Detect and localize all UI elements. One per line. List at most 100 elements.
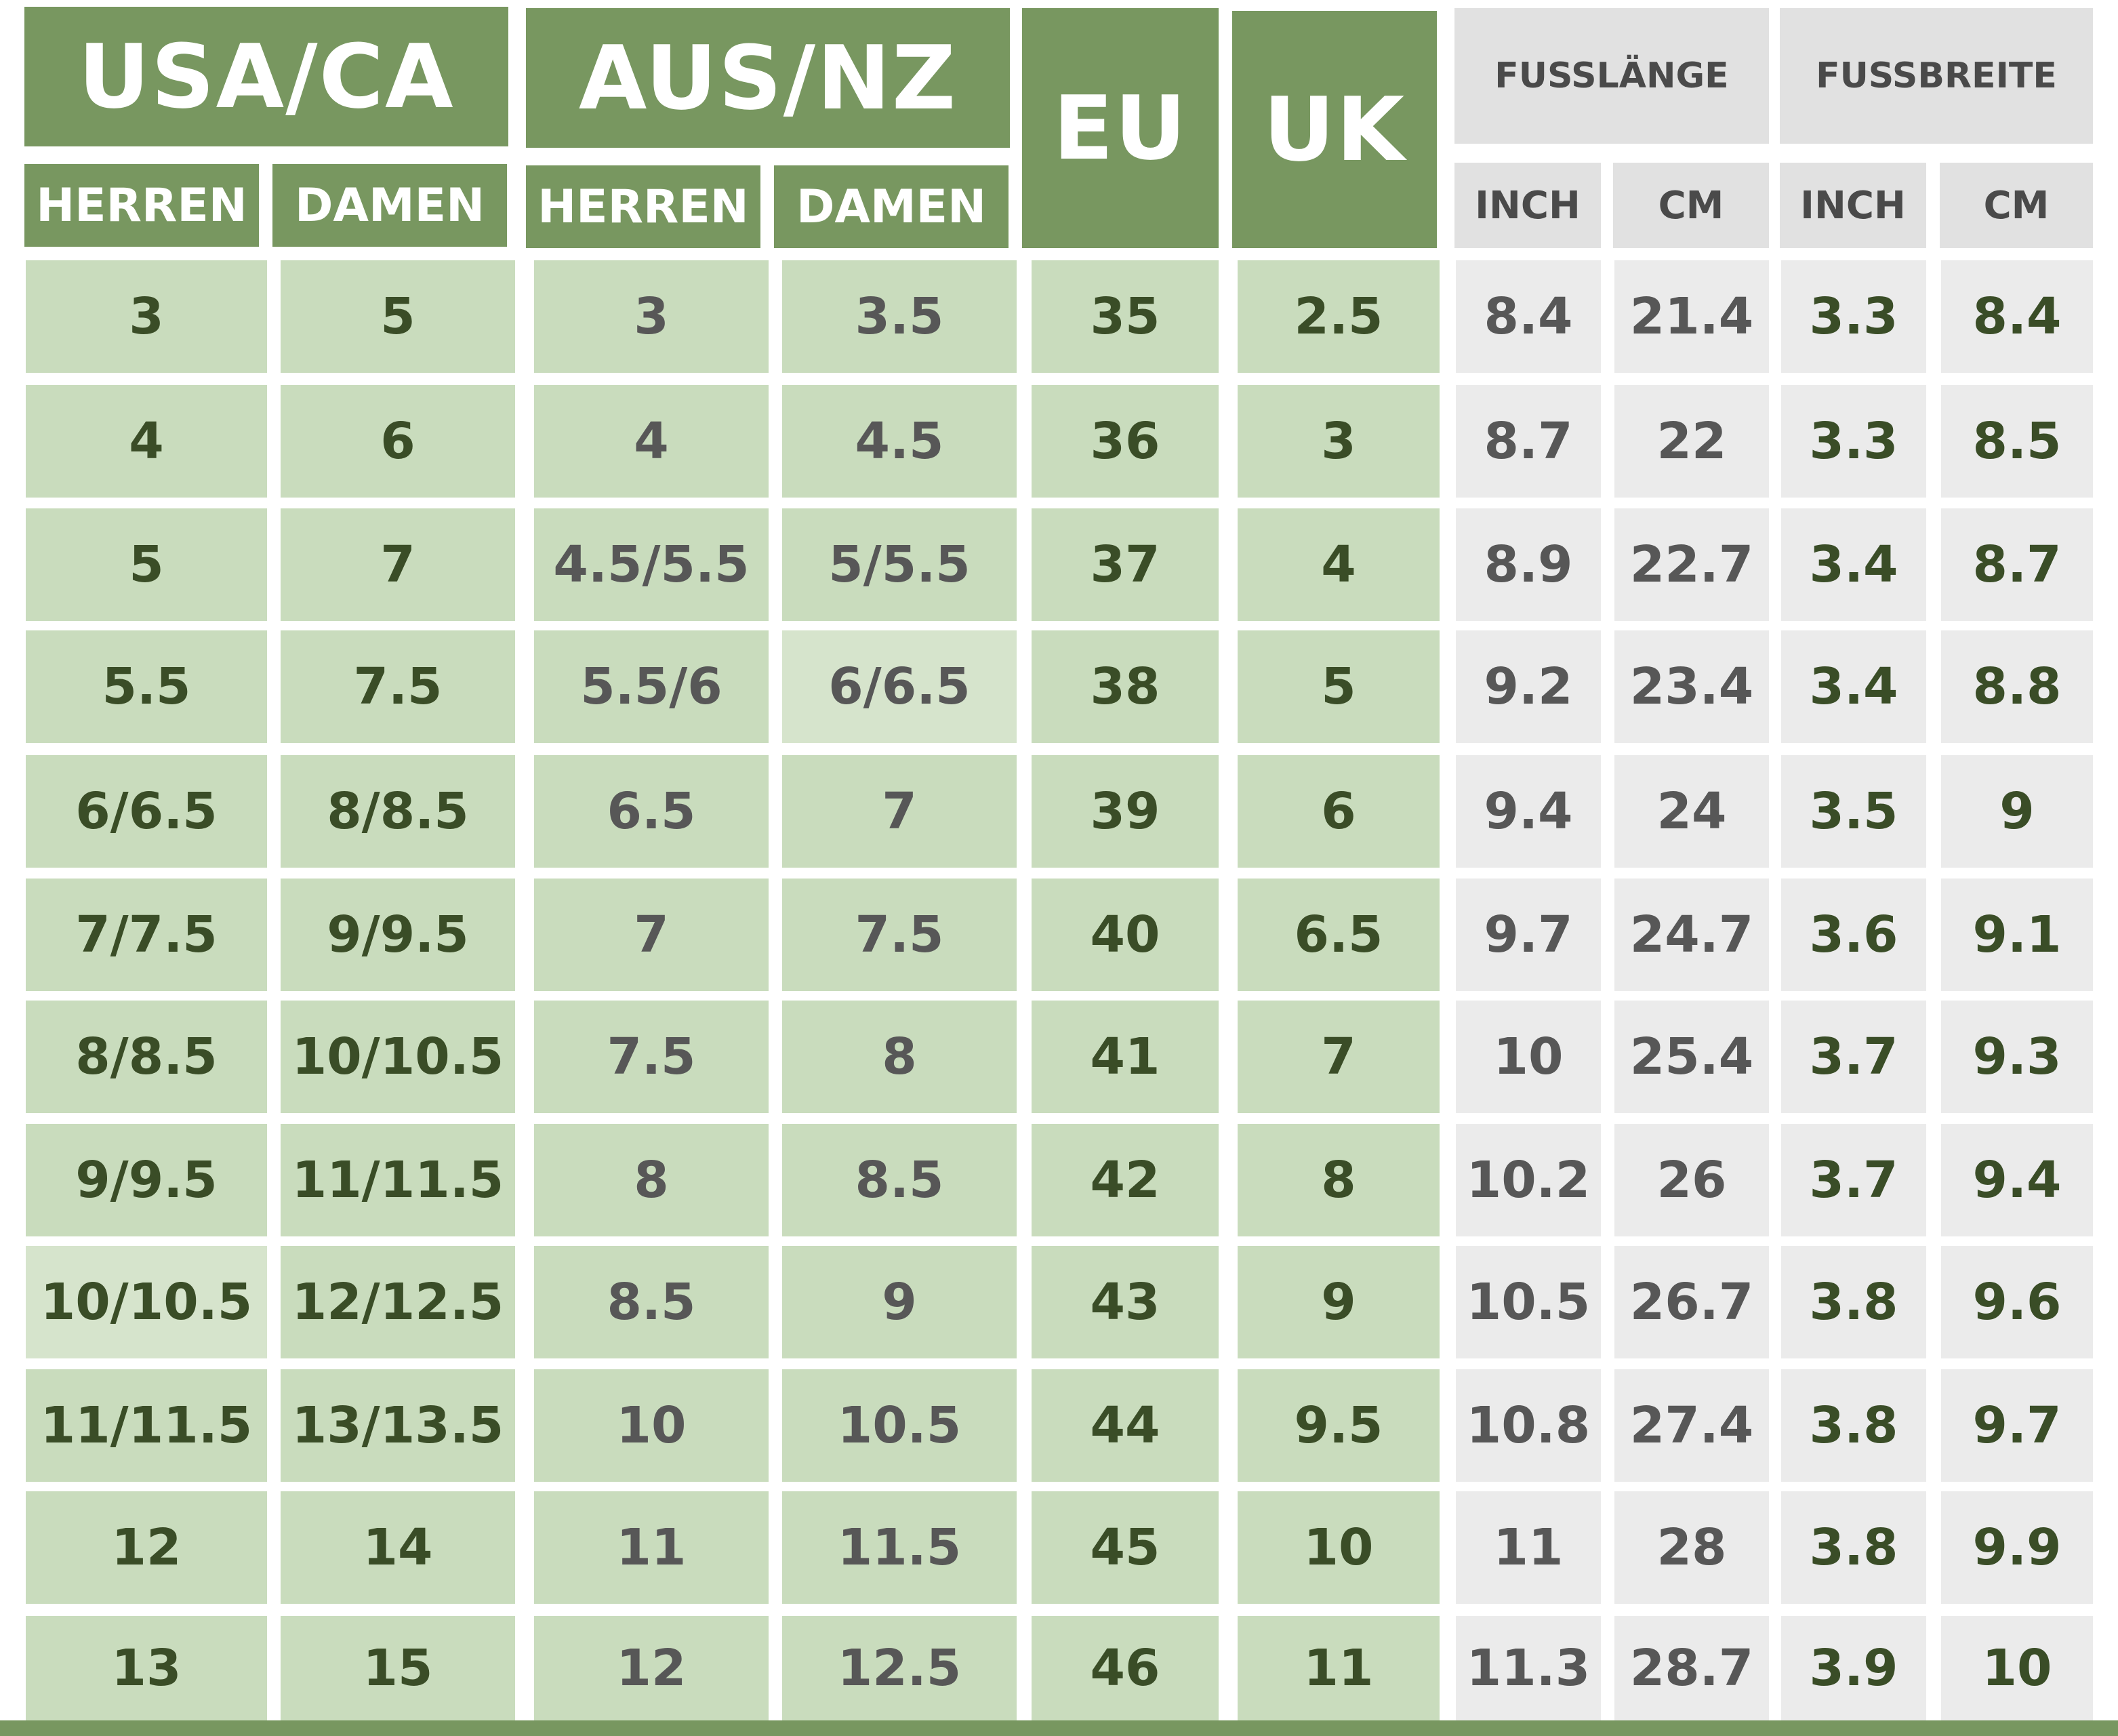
cell-fusslaenge-inch: 10 bbox=[1456, 1001, 1601, 1113]
cell-aus-herren: 12 bbox=[534, 1616, 769, 1720]
cell-fusslaenge-cm: 22.7 bbox=[1614, 508, 1769, 621]
cell-usa-damen: 8/8.5 bbox=[281, 755, 515, 868]
subheader-fussbreite-inch: INCH bbox=[1780, 163, 1926, 248]
cell-fusslaenge-cm: 28 bbox=[1614, 1491, 1769, 1604]
cell-fussbreite-cm: 10 bbox=[1941, 1616, 2093, 1720]
cell-fusslaenge-inch: 10.8 bbox=[1456, 1369, 1601, 1482]
cell-aus-damen: 12.5 bbox=[782, 1616, 1017, 1720]
cell-fusslaenge-inch: 9.7 bbox=[1456, 879, 1601, 991]
cell-eu: 39 bbox=[1032, 755, 1219, 868]
subheader-usa-damen: DAMEN bbox=[272, 164, 507, 247]
cell-aus-damen: 7 bbox=[782, 755, 1017, 868]
bottom-bar bbox=[0, 1720, 2118, 1736]
cell-uk: 2.5 bbox=[1238, 260, 1440, 373]
cell-fusslaenge-cm: 26 bbox=[1614, 1124, 1769, 1236]
cell-fusslaenge-cm: 24.7 bbox=[1614, 879, 1769, 991]
cell-aus-herren: 8.5 bbox=[534, 1246, 769, 1358]
cell-fussbreite-inch: 3.7 bbox=[1781, 1001, 1926, 1113]
cell-aus-herren: 3 bbox=[534, 260, 769, 373]
subheader-fusslaenge-cm: CM bbox=[1613, 163, 1769, 248]
cell-uk: 5 bbox=[1238, 630, 1440, 743]
cell-usa-damen: 9/9.5 bbox=[281, 879, 515, 991]
cell-aus-damen: 9 bbox=[782, 1246, 1017, 1358]
cell-fussbreite-cm: 8.5 bbox=[1941, 385, 2093, 498]
cell-usa-herren: 8/8.5 bbox=[26, 1001, 267, 1113]
cell-fussbreite-inch: 3.3 bbox=[1781, 385, 1926, 498]
cell-usa-damen: 14 bbox=[281, 1491, 515, 1604]
cell-usa-herren: 12 bbox=[26, 1491, 267, 1604]
cell-uk: 4 bbox=[1238, 508, 1440, 621]
header-aus-nz: AUS/NZ bbox=[526, 8, 1010, 148]
cell-usa-damen: 15 bbox=[281, 1616, 515, 1720]
cell-fusslaenge-cm: 21.4 bbox=[1614, 260, 1769, 373]
cell-eu: 36 bbox=[1032, 385, 1219, 498]
cell-aus-herren: 4.5/5.5 bbox=[534, 508, 769, 621]
cell-fussbreite-inch: 3.9 bbox=[1781, 1616, 1926, 1720]
cell-fusslaenge-cm: 24 bbox=[1614, 755, 1769, 868]
cell-aus-herren: 5.5/6 bbox=[534, 630, 769, 743]
cell-usa-herren: 13 bbox=[26, 1616, 267, 1720]
cell-usa-damen: 12/12.5 bbox=[281, 1246, 515, 1358]
cell-eu: 40 bbox=[1032, 879, 1219, 991]
cell-fussbreite-cm: 9.6 bbox=[1941, 1246, 2093, 1358]
cell-usa-herren: 6/6.5 bbox=[26, 755, 267, 868]
header-eu: EU bbox=[1022, 8, 1219, 248]
cell-aus-damen: 10.5 bbox=[782, 1369, 1017, 1482]
cell-eu: 44 bbox=[1032, 1369, 1219, 1482]
cell-aus-damen: 11.5 bbox=[782, 1491, 1017, 1604]
cell-uk: 6 bbox=[1238, 755, 1440, 868]
cell-eu: 43 bbox=[1032, 1246, 1219, 1358]
cell-uk: 7 bbox=[1238, 1001, 1440, 1113]
cell-eu: 41 bbox=[1032, 1001, 1219, 1113]
cell-usa-herren: 3 bbox=[26, 260, 267, 373]
subheader-aus-herren: HERREN bbox=[526, 165, 760, 248]
cell-fussbreite-inch: 3.3 bbox=[1781, 260, 1926, 373]
cell-fusslaenge-inch: 11.3 bbox=[1456, 1616, 1601, 1720]
cell-aus-damen: 5/5.5 bbox=[782, 508, 1017, 621]
cell-aus-damen: 8 bbox=[782, 1001, 1017, 1113]
cell-usa-damen: 5 bbox=[281, 260, 515, 373]
subheader-usa-herren: HERREN bbox=[24, 164, 259, 247]
cell-usa-damen: 10/10.5 bbox=[281, 1001, 515, 1113]
cell-eu: 46 bbox=[1032, 1616, 1219, 1720]
cell-fusslaenge-inch: 8.4 bbox=[1456, 260, 1601, 373]
subheader-fussbreite-cm: CM bbox=[1940, 163, 2093, 248]
cell-usa-damen: 7 bbox=[281, 508, 515, 621]
cell-usa-herren: 10/10.5 bbox=[26, 1246, 267, 1358]
cell-aus-herren: 4 bbox=[534, 385, 769, 498]
cell-aus-damen: 6/6.5 bbox=[782, 630, 1017, 743]
cell-fussbreite-inch: 3.4 bbox=[1781, 508, 1926, 621]
cell-fussbreite-cm: 9.3 bbox=[1941, 1001, 2093, 1113]
cell-fussbreite-inch: 3.6 bbox=[1781, 879, 1926, 991]
cell-aus-herren: 7 bbox=[534, 879, 769, 991]
cell-uk: 8 bbox=[1238, 1124, 1440, 1236]
cell-aus-herren: 8 bbox=[534, 1124, 769, 1236]
cell-usa-herren: 9/9.5 bbox=[26, 1124, 267, 1236]
cell-usa-damen: 13/13.5 bbox=[281, 1369, 515, 1482]
cell-usa-damen: 6 bbox=[281, 385, 515, 498]
cell-fussbreite-inch: 3.8 bbox=[1781, 1246, 1926, 1358]
cell-fussbreite-inch: 3.8 bbox=[1781, 1491, 1926, 1604]
header-fusslaenge: FUSSLÄNGE bbox=[1454, 8, 1769, 144]
cell-fusslaenge-inch: 10.5 bbox=[1456, 1246, 1601, 1358]
cell-fussbreite-cm: 8.4 bbox=[1941, 260, 2093, 373]
cell-uk: 9 bbox=[1238, 1246, 1440, 1358]
cell-aus-damen: 8.5 bbox=[782, 1124, 1017, 1236]
cell-fusslaenge-inch: 10.2 bbox=[1456, 1124, 1601, 1236]
cell-uk: 6.5 bbox=[1238, 879, 1440, 991]
cell-fussbreite-inch: 3.5 bbox=[1781, 755, 1926, 868]
cell-fusslaenge-inch: 9.2 bbox=[1456, 630, 1601, 743]
cell-fusslaenge-cm: 25.4 bbox=[1614, 1001, 1769, 1113]
cell-eu: 35 bbox=[1032, 260, 1219, 373]
cell-fusslaenge-inch: 9.4 bbox=[1456, 755, 1601, 868]
cell-usa-damen: 11/11.5 bbox=[281, 1124, 515, 1236]
cell-fussbreite-cm: 9 bbox=[1941, 755, 2093, 868]
cell-fusslaenge-inch: 11 bbox=[1456, 1491, 1601, 1604]
cell-fussbreite-inch: 3.8 bbox=[1781, 1369, 1926, 1482]
cell-fusslaenge-cm: 27.4 bbox=[1614, 1369, 1769, 1482]
cell-usa-herren: 5 bbox=[26, 508, 267, 621]
cell-fussbreite-cm: 8.8 bbox=[1941, 630, 2093, 743]
subheader-fusslaenge-inch: INCH bbox=[1454, 163, 1601, 248]
cell-eu: 45 bbox=[1032, 1491, 1219, 1604]
cell-fusslaenge-cm: 28.7 bbox=[1614, 1616, 1769, 1720]
